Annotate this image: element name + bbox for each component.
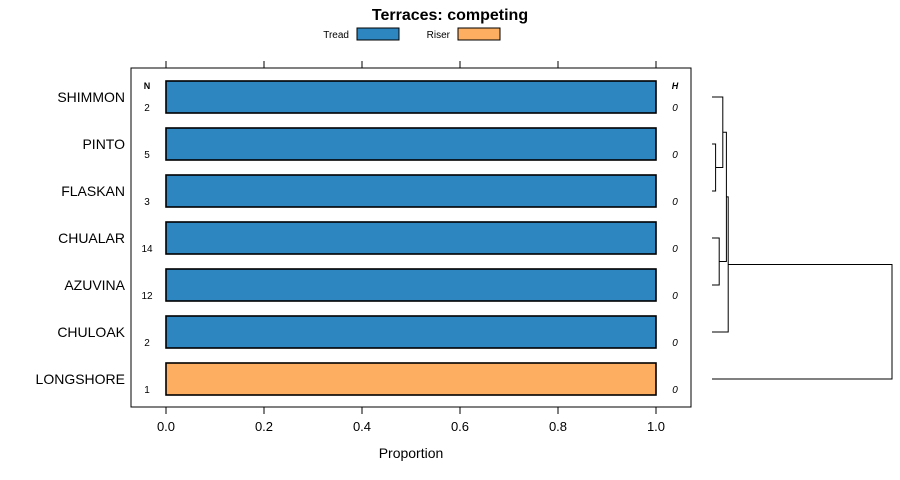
legend-swatch-riser — [457, 27, 501, 41]
bar-riser — [165, 362, 657, 396]
h-value: 0 — [672, 150, 678, 161]
bar-row: AZUVINA 12 0 — [64, 268, 678, 302]
dendrogram — [712, 96, 893, 380]
n-value: 12 — [141, 291, 153, 302]
n-value: 2 — [144, 338, 150, 349]
n-value: 3 — [144, 197, 150, 208]
bar-tread — [165, 315, 657, 349]
legend: Tread Riser — [323, 27, 501, 41]
n-value: 5 — [144, 150, 150, 161]
dendrogram-link — [712, 143, 717, 192]
x-tick-label: 1.0 — [647, 419, 665, 434]
x-tick-label: 0.8 — [549, 419, 567, 434]
dendrogram-link — [712, 237, 720, 286]
x-tick-label: 0.6 — [451, 419, 469, 434]
legend-label-tread: Tread — [323, 30, 349, 41]
bar-tread — [165, 268, 657, 302]
legend-label-riser: Riser — [427, 30, 451, 41]
legend-swatch-tread — [356, 27, 400, 41]
chart-title: Terraces: competing — [372, 7, 528, 24]
bar-row: CHULOAK 2 0 — [57, 315, 678, 349]
bar-row: SHIMMON 2 0 — [57, 80, 678, 114]
bar-row: LONGSHORE 1 0 — [36, 362, 678, 396]
top-axis-ticks — [165, 61, 657, 68]
x-tick-label: 0.4 — [353, 419, 371, 434]
n-column-header: N — [144, 81, 151, 91]
category-label: CHULOAK — [57, 324, 125, 340]
bar-row: PINTO 5 0 — [82, 127, 678, 161]
bar-row: FLASKAN 3 0 — [61, 174, 678, 208]
n-value: 1 — [144, 385, 150, 396]
category-label: LONGSHORE — [36, 371, 125, 387]
category-label: AZUVINA — [64, 277, 125, 293]
bar-tread — [165, 80, 657, 114]
h-value: 0 — [672, 338, 678, 349]
bar-tread — [165, 127, 657, 161]
n-value: 2 — [144, 103, 150, 114]
category-label: SHIMMON — [57, 89, 125, 105]
h-value: 0 — [672, 103, 678, 114]
x-tick-label: 0.0 — [157, 419, 175, 434]
category-label: FLASKAN — [61, 183, 125, 199]
plot-frame — [130, 67, 692, 408]
x-axis-label: Proportion — [379, 445, 444, 461]
x-axis: 0.0 0.2 0.4 0.6 0.8 1.0 — [157, 407, 665, 434]
h-column-header: H — [672, 81, 679, 91]
h-value: 0 — [672, 291, 678, 302]
category-label: CHUALAR — [58, 230, 125, 246]
bar-tread — [165, 221, 657, 255]
dendrogram-link — [712, 263, 893, 380]
category-label: PINTO — [82, 136, 125, 152]
dendrogram-link — [712, 96, 724, 168]
bar-tread — [165, 174, 657, 208]
n-value: 14 — [141, 244, 153, 255]
bar-row: CHUALAR 14 0 — [58, 221, 678, 255]
h-value: 0 — [672, 385, 678, 396]
h-value: 0 — [672, 197, 678, 208]
x-tick-label: 0.2 — [255, 419, 273, 434]
h-value: 0 — [672, 244, 678, 255]
dendrogram-link — [712, 196, 729, 333]
